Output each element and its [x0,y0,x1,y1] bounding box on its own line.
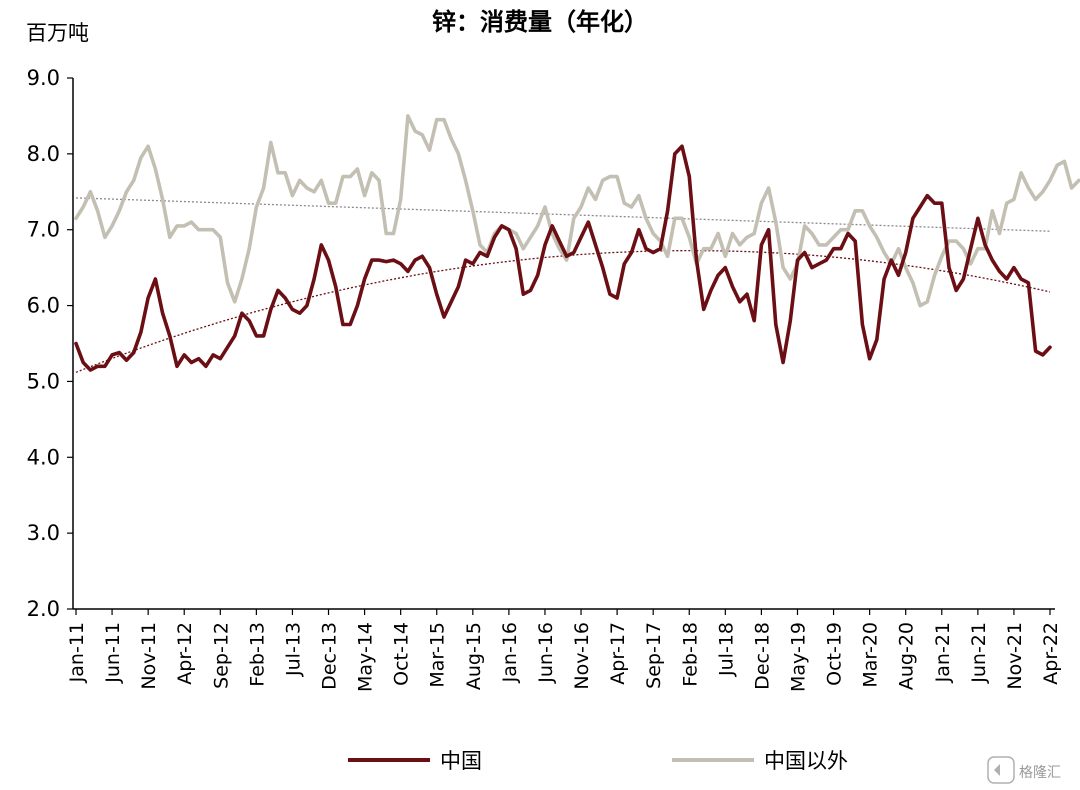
y-tick-label: 5.0 [27,369,60,393]
x-axis-ticks: Jan-11 Jun-11 Nov-11 Apr-12 Sep-12 Feb-13 Jul-… [66,609,1062,692]
series-line-china [74,144,1052,372]
legend-label: 中国 [440,749,482,773]
x-tick-label: Aug-15 [463,622,485,690]
x-tick-label: Oct-19 [824,622,846,686]
y-tick-label: 9.0 [27,66,60,90]
x-tick-label: Jun-11 [102,622,124,684]
x-tick-label: Jun-21 [968,622,990,684]
x-tick-label: Feb-13 [246,622,268,687]
x-tick-label: Jun-16 [535,622,557,684]
x-tick-label: Aug-20 [896,622,918,690]
series-line-ex-china [74,114,1080,308]
x-tick-label: Mar-20 [860,622,882,688]
x-tick-label: May-19 [787,622,809,692]
x-tick-label: Apr-12 [174,622,196,685]
x-tick-label: Sep-17 [643,622,665,689]
x-tick-label: Dec-18 [751,622,773,690]
x-tick-label: Sep-12 [210,622,232,689]
x-tick-label: May-14 [355,622,377,692]
x-tick-label: Nov-16 [571,622,593,690]
y-axis-tick-labels: 9.0 8.0 7.0 6.0 5.0 4.0 3.0 2.0 [27,66,73,621]
y-tick-label: 7.0 [27,218,60,242]
legend: 中国 中国以外 [348,749,848,773]
chart-title: 锌：消费量（年化） [432,8,648,36]
y-axis-unit-label: 百万吨 [26,21,89,45]
legend-label: 中国以外 [764,749,848,773]
y-tick-label: 3.0 [27,521,60,545]
watermark-text: 格隆汇 [1019,765,1061,781]
series-lines [74,114,1080,372]
x-tick-label: Feb-18 [679,622,701,687]
trendline-ex-china [75,197,1051,232]
x-tick-label: Apr-17 [607,622,629,685]
y-tick-label: 6.0 [27,294,60,318]
y-tick-label: 8.0 [27,142,60,166]
x-tick-label: Jan-16 [499,622,521,683]
x-tick-label: Apr-22 [1040,622,1062,685]
x-tick-label: Oct-14 [391,622,413,686]
x-tick-label: Jan-11 [66,622,88,683]
watermark-logo: 格隆汇 [987,756,1061,784]
x-tick-label: Jul-18 [715,622,737,677]
x-tick-label: Nov-11 [138,622,160,690]
x-tick-label: Jan-21 [932,622,954,683]
x-tick-label: Jul-13 [282,622,304,677]
y-tick-label: 4.0 [27,445,60,469]
x-tick-label: Mar-15 [427,622,449,688]
x-tick-label: Dec-13 [319,622,341,690]
trendlines [75,197,1051,373]
x-tick-label: Nov-21 [1004,622,1026,690]
y-tick-label: 2.0 [27,597,60,621]
